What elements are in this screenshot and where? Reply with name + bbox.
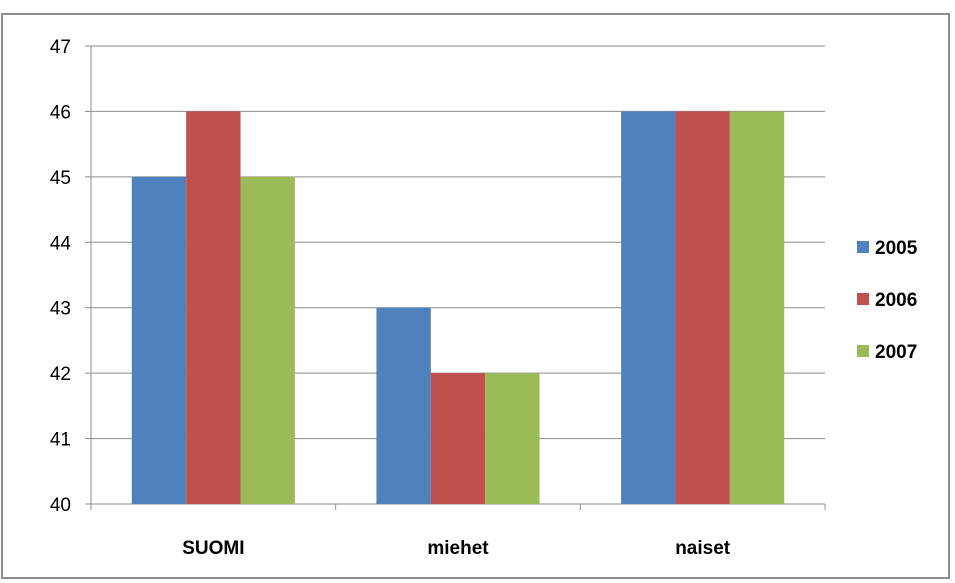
y-tick-label: 47 (50, 37, 71, 58)
bars (131, 111, 785, 504)
bar-naiset-2006 (675, 111, 730, 504)
legend-label-2006: 2006 (875, 290, 917, 311)
y-tick-label: 40 (50, 495, 71, 516)
bar-naiset-2007 (729, 111, 785, 504)
bar-miehet-2007 (485, 373, 540, 504)
y-tick-label: 42 (50, 364, 71, 385)
bar-miehet-2006 (430, 373, 486, 504)
bar-naiset-2005 (621, 111, 676, 504)
bar-suomi-2006 (186, 111, 241, 504)
legend-swatch-2005 (857, 241, 869, 253)
y-tick-label: 41 (50, 430, 71, 451)
bar-suomi-2005 (131, 176, 187, 504)
legend-swatch-2006 (857, 293, 869, 305)
legend-label-2005: 2005 (875, 238, 918, 259)
x-category-label: SUOMI (182, 538, 244, 559)
legend-swatch-2007 (857, 345, 869, 357)
y-tick-label: 45 (50, 168, 71, 189)
y-tick-label: 46 (50, 102, 71, 123)
legend: 2005 2006 2007 (857, 238, 918, 363)
x-category-label: naiset (675, 538, 731, 559)
axis-labels: 40 41 42 43 44 45 46 47 SUOMI miehet naiset (50, 37, 731, 559)
legend-label-2007: 2007 (875, 342, 917, 363)
bar-suomi-2007 (240, 176, 295, 504)
y-tick-label: 43 (50, 299, 71, 320)
bar-miehet-2005 (376, 307, 431, 504)
y-tick-label: 44 (50, 233, 72, 254)
x-category-label: miehet (427, 538, 489, 559)
